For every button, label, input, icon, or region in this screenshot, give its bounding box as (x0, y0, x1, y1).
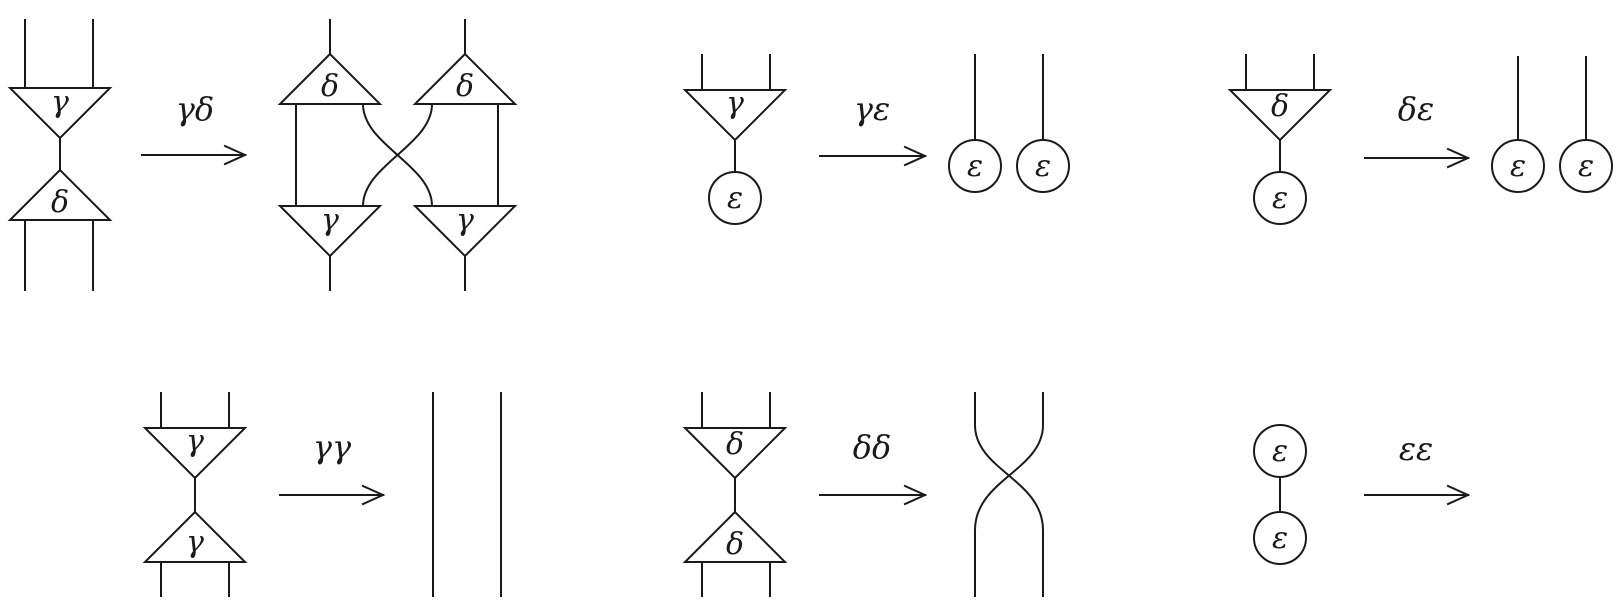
epsilon-node (1253, 511, 1307, 565)
rule-gamma-gamma-lhs: γ γ (142, 392, 248, 597)
crossing-wire (974, 392, 1044, 597)
gamma-node (142, 427, 248, 480)
rule-gamma-gamma-arrow (279, 484, 386, 506)
epsilon-node (708, 171, 762, 225)
gamma-node-label: γ (51, 85, 69, 120)
epsilon-node (1253, 171, 1307, 225)
delta-node-label: δ (456, 69, 474, 104)
delta-node (1227, 89, 1333, 142)
rule-gamma-delta-lhs: γ δ (7, 19, 113, 291)
gamma-node-label: γ (321, 203, 339, 238)
delta-node-label: δ (726, 427, 744, 462)
crossing-wire (974, 392, 1044, 597)
rule-epsilon-epsilon-lhs: ε ε (1253, 424, 1307, 565)
rule-delta-epsilon-lhs: δ ε (1227, 54, 1333, 225)
delta-node-label: δ (726, 527, 744, 562)
rule-gamma-delta: γ δ γδ δ δ γ (7, 19, 518, 291)
rule-delta-delta-lhs: δ δ (682, 392, 788, 597)
epsilon-node (1559, 139, 1613, 193)
rule-gamma-gamma-rhs (432, 392, 502, 597)
rule-epsilon-epsilon-label: εε (1399, 430, 1433, 468)
rule-gamma-gamma: γ γ γγ (142, 392, 502, 597)
crossing-wire (361, 102, 434, 208)
epsilon-node-label: ε (1272, 521, 1288, 556)
epsilon-node-label: ε (1272, 434, 1288, 469)
rule-delta-epsilon: δ ε δε ε ε (1227, 54, 1613, 225)
rule-delta-delta: δ δ δδ (682, 392, 1044, 597)
gamma-node (7, 87, 113, 140)
epsilon-node (1016, 139, 1070, 193)
delta-node-label: δ (51, 185, 69, 220)
rule-delta-delta-rhs (974, 392, 1044, 597)
gamma-node (142, 510, 248, 563)
rule-epsilon-epsilon-arrow (1364, 484, 1471, 506)
rule-delta-epsilon-label: δε (1398, 90, 1434, 128)
rule-gamma-epsilon-arrow (819, 145, 928, 167)
gamma-node (682, 89, 788, 142)
delta-node (277, 52, 383, 105)
epsilon-node (948, 139, 1002, 193)
rule-delta-delta-label: δδ (853, 428, 892, 466)
rule-delta-epsilon-arrow (1364, 147, 1471, 169)
epsilon-node-label: ε (967, 149, 983, 184)
delta-node-label: δ (321, 69, 339, 104)
delta-node (682, 427, 788, 480)
rule-delta-epsilon-rhs: ε ε (1491, 56, 1613, 193)
delta-node (7, 168, 113, 221)
epsilon-node (1491, 139, 1545, 193)
rule-gamma-epsilon-label: γε (854, 90, 890, 128)
gamma-node-label: γ (726, 86, 744, 121)
rule-gamma-delta-arrow (141, 144, 248, 166)
delta-node (412, 52, 518, 105)
gamma-node-label: γ (456, 203, 474, 238)
epsilon-node-label: ε (1578, 149, 1594, 184)
gamma-node (277, 205, 383, 258)
rule-gamma-delta-rhs: δ δ γ γ (277, 19, 518, 291)
epsilon-node-label: ε (1510, 149, 1526, 184)
rule-gamma-gamma-label: γγ (313, 428, 352, 466)
gamma-node-label: γ (186, 525, 204, 560)
gamma-node-label: γ (186, 424, 204, 459)
rule-epsilon-epsilon: ε ε εε (1253, 424, 1471, 565)
delta-node (682, 510, 788, 563)
delta-node-label: δ (1271, 89, 1289, 124)
rule-gamma-epsilon: γ ε γε ε ε (682, 54, 1070, 225)
rule-gamma-epsilon-rhs: ε ε (948, 54, 1070, 193)
rule-gamma-delta-label: γδ (176, 90, 214, 128)
gamma-node (412, 205, 518, 258)
epsilon-node-label: ε (1035, 149, 1051, 184)
epsilon-node-label: ε (1272, 181, 1288, 216)
rule-gamma-epsilon-lhs: γ ε (682, 54, 788, 225)
epsilon-node-label: ε (727, 181, 743, 216)
rule-delta-delta-arrow (819, 484, 928, 506)
